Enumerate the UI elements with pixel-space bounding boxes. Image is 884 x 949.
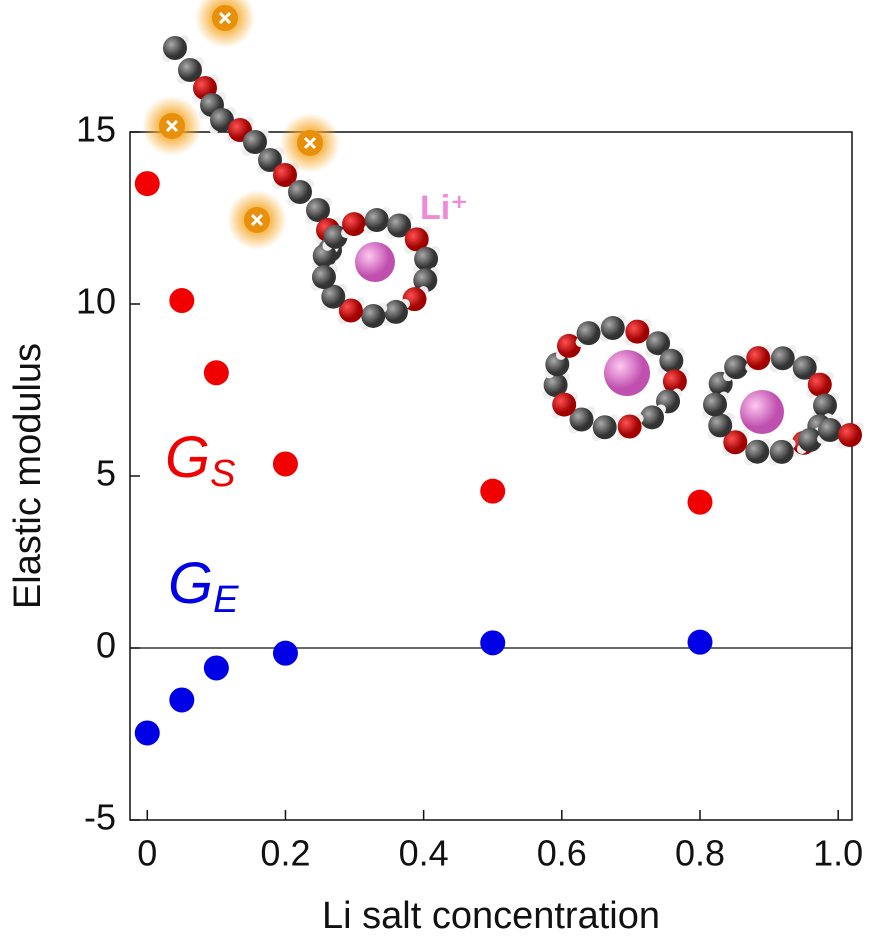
atom	[807, 372, 832, 397]
atom	[273, 163, 297, 187]
point	[203, 655, 229, 681]
atom	[342, 212, 367, 237]
point	[480, 630, 506, 656]
x-axis-title: Li salt concentration	[322, 895, 660, 937]
atom	[646, 331, 671, 356]
atom	[740, 390, 784, 434]
point	[687, 629, 713, 655]
y-tick-label: 15	[76, 109, 116, 150]
atom	[355, 242, 395, 282]
atom	[543, 373, 568, 398]
series-label: GS	[165, 425, 235, 495]
atom	[659, 348, 684, 373]
atom	[414, 246, 439, 271]
atom	[600, 316, 625, 341]
x-tick-label: 0.6	[537, 833, 587, 874]
atom	[640, 405, 665, 430]
point	[687, 489, 713, 515]
y-tick-label: -5	[84, 797, 116, 838]
atom	[306, 198, 330, 222]
series-subscript: E	[213, 579, 239, 621]
atom	[723, 430, 748, 455]
atom	[798, 428, 822, 452]
atom	[617, 414, 642, 439]
atom	[625, 319, 650, 344]
atom	[243, 130, 267, 154]
point	[480, 478, 506, 504]
cross	[165, 119, 179, 133]
atom	[770, 346, 795, 371]
atom	[312, 243, 337, 268]
atom	[708, 413, 733, 438]
atom	[413, 268, 438, 293]
atom	[178, 58, 202, 82]
ion-label: Li⁺	[420, 189, 468, 227]
cross	[218, 11, 232, 25]
y-tick-label: 10	[76, 281, 116, 322]
atom	[321, 284, 346, 309]
atom	[258, 148, 282, 172]
atom	[592, 415, 617, 440]
atom	[818, 418, 842, 442]
atom	[552, 392, 577, 417]
atom	[361, 303, 386, 328]
atom	[383, 299, 408, 324]
atom	[556, 333, 581, 358]
atom	[662, 369, 687, 394]
atom	[288, 180, 312, 204]
atom	[338, 298, 363, 323]
atom	[387, 213, 412, 238]
series-label: GE	[168, 551, 239, 621]
atom	[210, 108, 234, 132]
x-tick-label: 0	[137, 833, 157, 874]
point	[203, 360, 229, 386]
atom	[769, 439, 794, 464]
atom	[703, 392, 728, 417]
series-subscript: S	[210, 453, 235, 495]
atom	[311, 265, 336, 290]
point	[272, 640, 298, 666]
x-tick-label: 0.8	[675, 833, 725, 874]
atom	[812, 393, 837, 418]
atom	[745, 439, 770, 464]
atom	[576, 321, 601, 346]
x-tick-label: 1.0	[813, 833, 863, 874]
y-tick-label: 5	[96, 453, 116, 494]
x-tick-label: 0.4	[399, 833, 449, 874]
atom	[404, 227, 429, 252]
point	[169, 687, 195, 713]
atom	[792, 355, 817, 380]
atom	[364, 208, 389, 233]
y-tick-label: 0	[96, 625, 116, 666]
atom	[604, 350, 650, 396]
cross	[250, 213, 264, 227]
series-name: G	[168, 551, 213, 616]
atom	[746, 346, 771, 371]
atom	[569, 407, 594, 432]
point	[134, 171, 160, 197]
x-tick-label: 0.2	[260, 833, 310, 874]
point	[134, 720, 160, 746]
atom	[724, 355, 749, 380]
y-axis-title: Elastic modulus	[7, 343, 49, 609]
series-name: G	[165, 425, 210, 490]
point	[169, 288, 195, 314]
atom	[838, 423, 862, 447]
point	[272, 451, 298, 477]
atom	[323, 224, 348, 249]
molecule-illustration	[142, 0, 864, 466]
atom	[163, 36, 187, 60]
cross	[303, 136, 317, 150]
